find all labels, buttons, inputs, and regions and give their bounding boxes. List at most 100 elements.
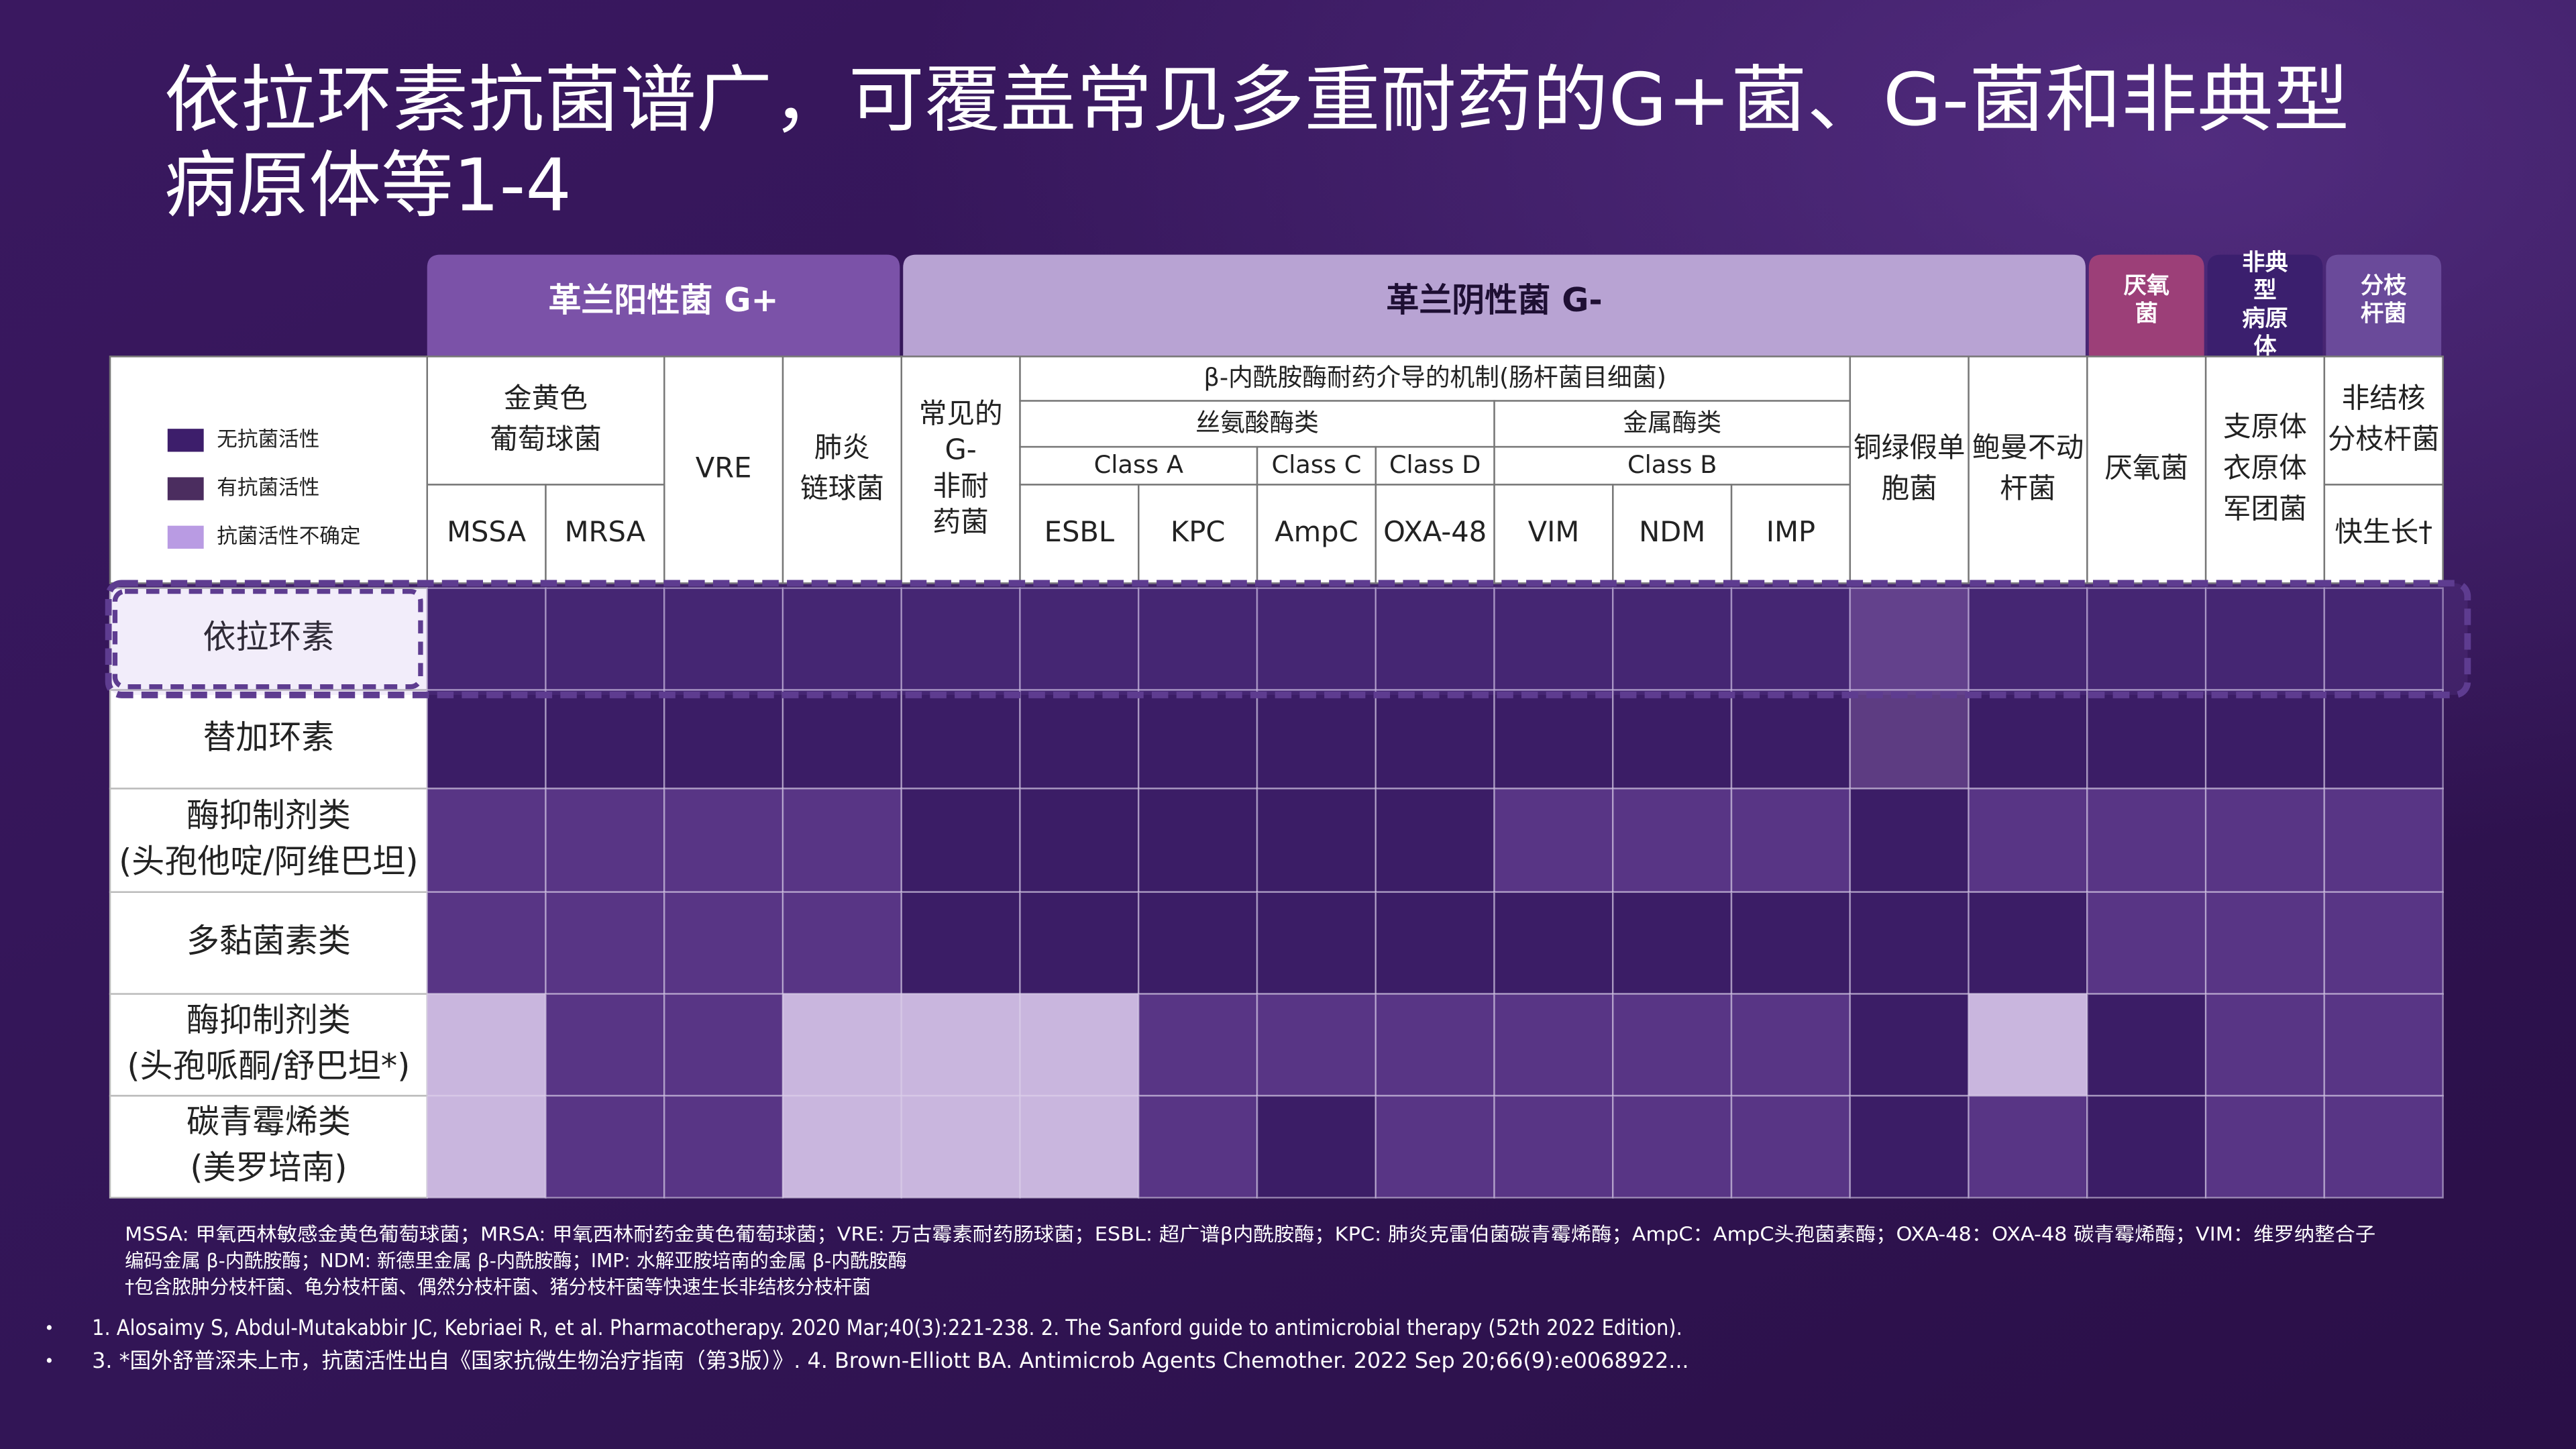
cell-text: 分枝杆菌 [2328,423,2440,455]
cell-text: MSSA [447,515,527,548]
cell-text: 分枝 [2361,272,2407,299]
cell-text: 丝氨酸酶类 [1195,408,1319,437]
activity-cell [1968,788,2088,894]
cell-text: 铜绿假单 [1854,431,1966,464]
activity-cell [1730,891,1851,995]
activity-cell [2086,891,2207,995]
cell-text: 杆菌 [2000,472,2055,504]
cell-text: 金属酶类 [1623,408,1721,437]
header-cell [1019,484,1140,584]
activity-cell [1375,993,1495,1097]
activity-cell [2086,1095,2207,1199]
bullet: • [44,1318,54,1338]
activity-cell [2323,689,2444,790]
activity-cell [545,1095,665,1199]
activity-cell [663,993,784,1097]
legend-label: 抗菌活性不确定 [217,525,360,548]
reference: 3. *国外舒普深未上市，抗菌活性出自《国家抗微生物治疗指南（第3版）》. 4.… [92,1348,1688,1373]
activity-cell [1019,891,1140,995]
activity-cell [426,689,547,790]
activity-cell [426,1095,547,1199]
header-label-cell [109,356,428,584]
cell-text: AmpC [1275,515,1358,548]
header-cell [1968,356,2088,584]
cell-text: 多黏菌素类 [186,922,351,960]
cell-text: 杆菌 [2361,300,2407,327]
cell-text: 体 [2253,333,2277,360]
activity-cell [1849,689,1970,790]
activity-cell [2086,788,2207,894]
header-cell [1375,484,1495,584]
activity-cell [1730,587,1851,691]
row-highlight-label [112,588,423,690]
cell-text: (头孢他啶/阿维巴坦) [119,842,418,880]
activity-cell [1968,689,2088,790]
cell-text: OXA-48 [1383,515,1487,548]
group-tab [2326,254,2442,357]
cell-text: Class A [1094,450,1183,479]
footnote: MSSA: 甲氧西林敏感金黄色葡萄球菌；MRSA: 甲氧西林耐药金黄色葡萄球菌；… [125,1224,2375,1246]
activity-cell [545,689,665,790]
activity-cell [1849,993,1970,1097]
cell-text: 厌氧 [2123,272,2169,299]
header-cell [1493,445,1851,486]
activity-cell [1612,1095,1733,1199]
activity-cell [1019,993,1140,1097]
cell-text: 厌氧菌 [2104,451,2188,484]
cell-text: KPC [1171,515,1225,548]
legend-swatch [167,525,204,549]
activity-cell [1256,689,1377,790]
activity-cell [2204,1095,2326,1199]
slide-title: 病原体等1-4 [164,144,572,227]
activity-cell [663,891,784,995]
activity-cell [1493,788,1614,894]
activity-cell [1968,891,2088,995]
cell-text: 金黄色 [504,381,588,414]
activity-cell [1138,891,1258,995]
cell-text: 酶抑制剂类 [186,1001,351,1039]
cell-text: 非耐 [933,469,989,502]
cell-text: 非典 [2242,250,2288,276]
cell-text: 碳青霉烯类 [186,1103,351,1141]
cell-text: (美罗培南) [190,1148,347,1187]
activity-cell [545,587,665,691]
legend-swatch [167,429,204,452]
activity-cell [900,993,1021,1097]
cell-text: 衣原体 [2223,451,2307,484]
activity-cell [1019,689,1140,790]
activity-cell [1730,993,1851,1097]
cell-text: 依拉环素 [203,618,334,656]
activity-cell [900,689,1021,790]
header-cell [782,356,902,584]
header-cell [1849,356,1970,584]
activity-cell [782,587,902,691]
activity-cell [426,587,547,691]
activity-cell [1612,788,1733,894]
header-cell [2204,356,2326,584]
activity-cell [2204,587,2326,691]
row-label-cell [109,891,428,995]
activity-cell [663,788,784,894]
activity-cell [900,891,1021,995]
activity-cell [426,993,547,1097]
legend-swatch [167,477,204,500]
header-cell [1493,484,1614,584]
row-label-cell [109,587,428,691]
activity-cell [782,1095,902,1199]
activity-cell [782,788,902,894]
activity-cell [1493,1095,1614,1199]
row-label-cell [109,788,428,894]
activity-cell [663,1095,784,1199]
activity-cell [1375,689,1495,790]
activity-cell [2323,993,2444,1097]
group-tab [2207,254,2323,357]
cell-text: (头孢哌酮/舒巴坦*) [127,1046,410,1085]
activity-cell [2086,689,2207,790]
cell-text: 常见的 [919,397,1003,430]
cell-text: 快生长† [2334,515,2432,548]
activity-cell [1612,689,1733,790]
activity-cell [782,993,902,1097]
activity-cell [426,891,547,995]
activity-cell [1138,788,1258,894]
